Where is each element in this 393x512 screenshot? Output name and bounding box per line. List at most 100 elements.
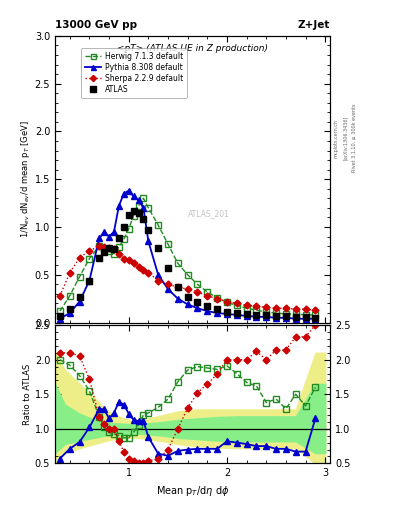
ATLAS <box>185 294 190 300</box>
Line: ATLAS: ATLAS <box>57 207 318 321</box>
Pythia 8.308 default <box>293 316 298 322</box>
Herwig 7.1.3 default <box>274 310 279 316</box>
Pythia 8.308 default <box>156 272 161 278</box>
Pythia 8.308 default <box>254 314 259 320</box>
Sherpa 2.2.9 default <box>264 304 269 310</box>
Sherpa 2.2.9 default <box>195 289 200 295</box>
ATLAS <box>166 265 171 271</box>
ATLAS <box>205 303 210 309</box>
Sherpa 2.2.9 default <box>117 251 121 257</box>
ATLAS <box>146 227 151 233</box>
Herwig 7.1.3 default <box>156 222 161 228</box>
Herwig 7.1.3 default <box>293 311 298 317</box>
ATLAS <box>156 245 161 251</box>
Sherpa 2.2.9 default <box>254 303 259 309</box>
Sherpa 2.2.9 default <box>102 244 107 250</box>
Sherpa 2.2.9 default <box>141 267 146 273</box>
ATLAS <box>313 315 318 321</box>
Pythia 8.308 default <box>117 203 121 209</box>
Sherpa 2.2.9 default <box>274 305 279 311</box>
Pythia 8.308 default <box>97 236 101 242</box>
Line: Herwig 7.1.3 default: Herwig 7.1.3 default <box>57 196 318 317</box>
Herwig 7.1.3 default <box>121 237 126 243</box>
Line: Pythia 8.308 default: Pythia 8.308 default <box>57 188 318 322</box>
Herwig 7.1.3 default <box>136 203 141 209</box>
Pythia 8.308 default <box>58 316 62 322</box>
ATLAS <box>107 245 112 251</box>
Herwig 7.1.3 default <box>313 312 318 318</box>
ATLAS <box>58 313 62 319</box>
Pythia 8.308 default <box>136 197 141 203</box>
Pythia 8.308 default <box>68 310 72 316</box>
ATLAS <box>293 314 298 320</box>
Herwig 7.1.3 default <box>131 212 136 219</box>
Sherpa 2.2.9 default <box>127 258 131 264</box>
Pythia 8.308 default <box>77 298 82 305</box>
Pythia 8.308 default <box>131 194 136 200</box>
Sherpa 2.2.9 default <box>156 278 161 284</box>
Sherpa 2.2.9 default <box>146 270 151 276</box>
Text: <pT> (ATLAS UE in Z production): <pT> (ATLAS UE in Z production) <box>117 45 268 53</box>
Pythia 8.308 default <box>274 315 279 321</box>
Pythia 8.308 default <box>141 205 146 211</box>
Sherpa 2.2.9 default <box>131 260 136 266</box>
Sherpa 2.2.9 default <box>205 293 210 299</box>
Sherpa 2.2.9 default <box>293 306 298 312</box>
Pythia 8.308 default <box>225 311 230 317</box>
Herwig 7.1.3 default <box>112 251 116 257</box>
Herwig 7.1.3 default <box>303 312 308 318</box>
ATLAS <box>215 306 220 312</box>
Sherpa 2.2.9 default <box>303 306 308 312</box>
Pythia 8.308 default <box>127 187 131 194</box>
Sherpa 2.2.9 default <box>284 305 288 311</box>
ATLAS <box>195 300 200 306</box>
Sherpa 2.2.9 default <box>235 301 239 307</box>
Herwig 7.1.3 default <box>141 195 146 201</box>
Pythia 8.308 default <box>205 308 210 314</box>
Line: Sherpa 2.2.9 default: Sherpa 2.2.9 default <box>57 244 318 312</box>
Sherpa 2.2.9 default <box>215 295 220 302</box>
Sherpa 2.2.9 default <box>244 302 249 308</box>
Pythia 8.308 default <box>244 313 249 319</box>
ATLAS <box>225 309 230 315</box>
Herwig 7.1.3 default <box>235 302 239 308</box>
Pythia 8.308 default <box>107 233 112 240</box>
Sherpa 2.2.9 default <box>136 264 141 270</box>
ATLAS <box>176 284 180 290</box>
Sherpa 2.2.9 default <box>176 284 180 290</box>
Herwig 7.1.3 default <box>284 311 288 317</box>
Sherpa 2.2.9 default <box>225 298 230 305</box>
Sherpa 2.2.9 default <box>77 254 82 261</box>
ATLAS <box>87 279 92 285</box>
Pythia 8.308 default <box>313 316 318 322</box>
Y-axis label: Ratio to ATLAS: Ratio to ATLAS <box>23 364 32 425</box>
Sherpa 2.2.9 default <box>87 248 92 254</box>
Herwig 7.1.3 default <box>176 260 180 266</box>
ATLAS <box>102 249 107 255</box>
Pythia 8.308 default <box>195 305 200 311</box>
ATLAS <box>244 311 249 317</box>
X-axis label: Mean p$_T$/d$\eta$ d$\phi$: Mean p$_T$/d$\eta$ d$\phi$ <box>156 484 230 498</box>
Herwig 7.1.3 default <box>97 243 101 249</box>
Text: ATLAS_201: ATLAS_201 <box>188 209 230 218</box>
Sherpa 2.2.9 default <box>112 246 116 252</box>
Herwig 7.1.3 default <box>107 248 112 254</box>
Sherpa 2.2.9 default <box>97 243 101 249</box>
Herwig 7.1.3 default <box>244 305 249 311</box>
Herwig 7.1.3 default <box>225 300 230 306</box>
Pythia 8.308 default <box>264 314 269 320</box>
ATLAS <box>117 236 121 242</box>
Text: 13000 GeV pp: 13000 GeV pp <box>55 20 137 30</box>
Sherpa 2.2.9 default <box>166 281 171 287</box>
ATLAS <box>264 312 269 318</box>
ATLAS <box>77 294 82 300</box>
Sherpa 2.2.9 default <box>313 307 318 313</box>
Pythia 8.308 default <box>166 286 171 292</box>
Pythia 8.308 default <box>176 295 180 302</box>
Herwig 7.1.3 default <box>215 294 220 301</box>
Herwig 7.1.3 default <box>205 289 210 295</box>
Herwig 7.1.3 default <box>68 293 72 299</box>
Pythia 8.308 default <box>185 302 190 308</box>
Herwig 7.1.3 default <box>264 309 269 315</box>
Herwig 7.1.3 default <box>102 246 107 252</box>
